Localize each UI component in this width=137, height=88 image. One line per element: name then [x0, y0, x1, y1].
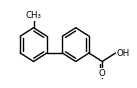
Text: CH₃: CH₃ — [25, 11, 42, 20]
Text: O: O — [99, 69, 106, 78]
Text: OH: OH — [116, 49, 130, 58]
